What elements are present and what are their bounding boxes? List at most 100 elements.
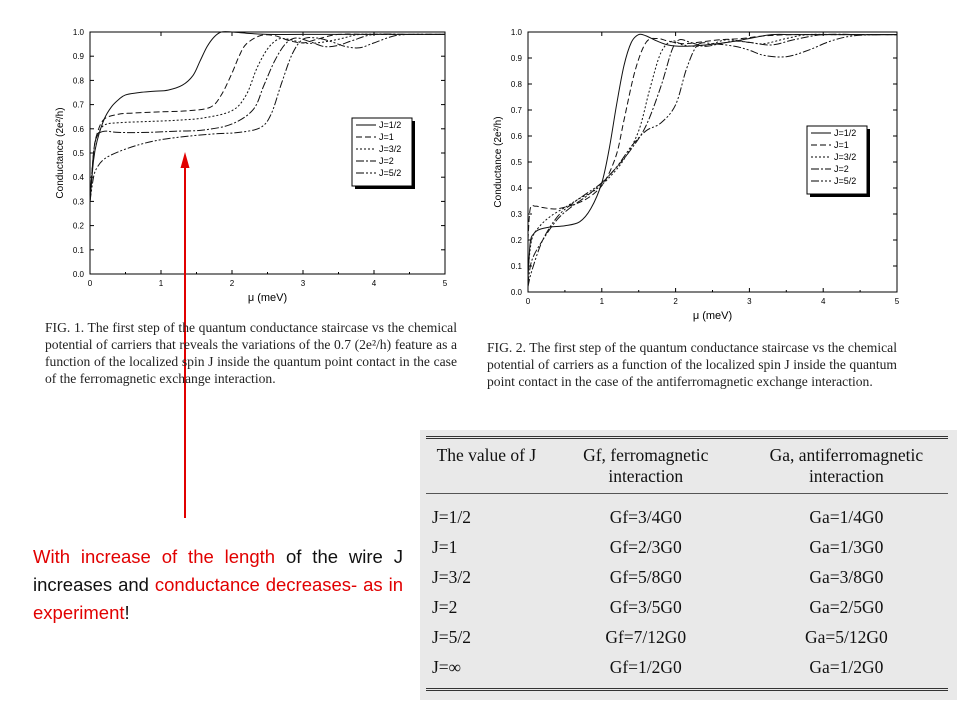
fig2-series-line — [527, 34, 898, 287]
note-red-phrase-1: With increase of the length — [33, 546, 276, 567]
cell-j: J=3/2 — [432, 567, 472, 587]
cell-j: J=1 — [432, 537, 458, 557]
fig1-y-tick-label: 0.2 — [73, 222, 85, 231]
cell-j: J=2 — [432, 597, 458, 617]
fig2-y-tick-label: 0.3 — [511, 210, 523, 219]
fig2-plot: 0 1 2 3 4 5 0.0 0.1 0.2 0.3 0.4 0.5 0.6 0.7 0.8 0.9 1.0 μ… — [493, 28, 900, 322]
fig1-y-axis-label: Conductance (2e²/h) — [55, 107, 66, 198]
table-row: J=3/2 Gf=5/8G0 Ga=3/8G0 — [426, 562, 948, 592]
cell-gf: Gf=5/8G0 — [609, 567, 682, 587]
cell-gf: Gf=3/5G0 — [609, 597, 682, 617]
fig2-x-axis-label: μ (meV) — [693, 310, 732, 322]
cell-ga: Ga=1/2G0 — [809, 657, 884, 677]
fig2-x-tick-label: 2 — [673, 297, 678, 306]
cell-ga: Ga=2/5G0 — [809, 597, 884, 617]
note-exclamation: ! — [124, 602, 130, 623]
fig1-y-tick-label: 0.3 — [73, 197, 85, 206]
fig2-y-tick-label: 0.8 — [511, 80, 523, 89]
cell-j: J=∞ — [432, 657, 462, 677]
fig1-x-tick-label: 2 — [230, 279, 235, 288]
fig1-y-tick-label: 0.0 — [73, 270, 85, 279]
fig2-x-tick-label: 1 — [600, 297, 605, 306]
fig1-y-tick-label: 0.8 — [73, 76, 85, 85]
fig2-legend-label: J=3/2 — [834, 152, 856, 162]
fig1-series-line — [89, 33, 446, 202]
table-row: J=5/2 Gf=7/12G0 Ga=5/12G0 — [426, 622, 948, 652]
fig2-y-tick-label: 0.4 — [511, 184, 523, 193]
fig2-x-tick-label: 4 — [821, 297, 826, 306]
fig2-legend-label: J=1 — [834, 140, 849, 150]
table-header-row: The value of J Gf, ferromagnetic interac… — [426, 437, 948, 494]
fig1-y-tick-label: 0.4 — [73, 173, 85, 182]
fig2-legend-label: J=2 — [834, 164, 849, 174]
fig1-x-tick-label: 0 — [88, 279, 93, 288]
fig1-legend-box — [351, 117, 413, 187]
fig2-y-axis-label: Conductance (2e²/h) — [493, 116, 504, 207]
annotation-arrow-head — [180, 152, 190, 168]
fig1-y-tick-label: 0.7 — [73, 101, 85, 110]
cell-gf: Gf=2/3G0 — [609, 537, 682, 557]
fig2-x-tick-label: 5 — [895, 297, 900, 306]
fig1-legend-label: J=2 — [379, 156, 394, 166]
note-black-phrase: of the wire J increases and — [33, 546, 403, 595]
spin-conductance-table: The value of J Gf, ferromagnetic interac… — [426, 436, 948, 691]
fig1-legend-label: J=1 — [379, 132, 394, 142]
figure-2-caption: FIG. 2. The first step of the quantum co… — [487, 339, 897, 390]
fig2-y-tick-label: 0.0 — [511, 288, 523, 297]
fig1-legend-label: J=5/2 — [379, 168, 401, 178]
table-row: J=1 Gf=2/3G0 Ga=1/3G0 — [426, 532, 948, 562]
cell-ga: Ga=5/12G0 — [804, 627, 888, 647]
fig1-x-tick-label: 5 — [443, 279, 448, 288]
fig2-y-tick-label: 0.1 — [511, 262, 523, 271]
fig1-legend-label: J=3/2 — [379, 144, 401, 154]
fig2-legend-box — [806, 125, 868, 195]
fig2-y-tick-label: 0.2 — [511, 236, 523, 245]
table-row: J=1/2 Gf=3/4G0 Ga=1/4G0 — [426, 494, 948, 533]
fig1-series-line — [89, 33, 445, 202]
cell-gf: Gf=7/12G0 — [605, 627, 687, 647]
cell-gf: Gf=1/2G0 — [609, 657, 682, 677]
fig2-y-tick-label: 0.7 — [511, 106, 523, 115]
fig1-y-tick-label: 0.5 — [73, 149, 85, 158]
fig2-series-line — [527, 34, 897, 241]
note-red-phrase-2: conductance decreases- as in experiment — [33, 574, 403, 623]
fig1-x-axis-label: μ (meV) — [248, 292, 287, 304]
cell-gf: Gf=3/4G0 — [609, 507, 682, 527]
header-antiferromagnetic: Ga, antiferromagnetic interaction — [769, 445, 924, 486]
fig1-y-tick-label: 0.9 — [73, 52, 85, 61]
fig2-y-tick-label: 0.5 — [511, 158, 523, 167]
cell-j: J=5/2 — [432, 627, 472, 647]
fig1-x-tick-label: 3 — [301, 279, 306, 288]
fig1-y-tick-label: 0.6 — [73, 125, 85, 134]
figure-1-caption-text: FIG. 1. The first step of the quantum co… — [45, 320, 457, 386]
fig1-plot: 0 1 2 3 4 5 0.0 0.1 0.2 0.3 0.4 0.5 0.6 0.7 0.8 0.9 1.0 μ… — [55, 28, 448, 304]
fig2-y-tick-label: 1.0 — [511, 28, 523, 37]
fig2-x-tick-label: 0 — [526, 297, 531, 306]
spin-conductance-table-panel: The value of J Gf, ferromagnetic interac… — [420, 430, 957, 700]
cell-ga: Ga=3/8G0 — [809, 567, 884, 587]
fig1-series-line — [89, 31, 445, 202]
cell-ga: Ga=1/3G0 — [809, 537, 884, 557]
fig1-x-tick-label: 1 — [159, 279, 164, 288]
fig1-series-line — [89, 33, 445, 202]
fig2-legend-label: J=1/2 — [834, 128, 856, 138]
header-j-value: The value of J — [436, 445, 537, 465]
cell-ga: Ga=1/4G0 — [809, 507, 884, 527]
fig2-x-tick-label: 3 — [747, 297, 752, 306]
fig2-series-line — [527, 33, 897, 285]
figure-2-caption-text: FIG. 2. The first step of the quantum co… — [487, 340, 897, 389]
fig1-series-line — [89, 33, 445, 202]
header-ferromagnetic: Gf, ferromagnetic interaction — [583, 445, 709, 486]
fig2-y-tick-label: 0.9 — [511, 54, 523, 63]
fig1-y-tick-label: 0.1 — [73, 246, 85, 255]
fig1-legend-label: J=1/2 — [379, 120, 401, 130]
table-row: J=∞ Gf=1/2G0 Ga=1/2G0 — [426, 652, 948, 690]
table-row: J=2 Gf=3/5G0 Ga=2/5G0 — [426, 592, 948, 622]
cell-j: J=1/2 — [432, 507, 472, 527]
fig1-y-tick-label: 1.0 — [73, 28, 85, 37]
figure-1-caption: FIG. 1. The first step of the quantum co… — [45, 319, 457, 387]
fig2-y-tick-label: 0.6 — [511, 132, 523, 141]
fig2-series-line — [527, 33, 897, 272]
annotation-note: With increase of the length of the wire … — [33, 543, 403, 627]
